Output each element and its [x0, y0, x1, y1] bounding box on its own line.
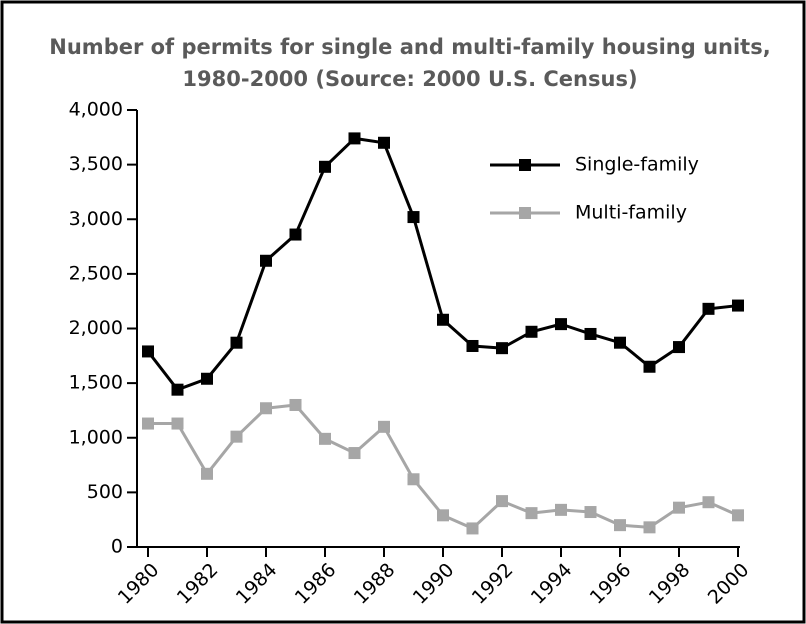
point [525, 507, 538, 520]
point [702, 496, 715, 509]
y-tick-label: 1,000 [69, 426, 123, 448]
point [171, 383, 184, 396]
y-tick-label: 2,000 [69, 317, 123, 339]
point [555, 318, 567, 331]
point [319, 160, 331, 173]
point [142, 417, 154, 430]
point [466, 522, 479, 535]
point [643, 521, 656, 534]
point [407, 473, 420, 486]
point [584, 506, 597, 519]
y-tick-label: 2,500 [69, 262, 123, 284]
point [673, 501, 685, 514]
point [466, 339, 479, 352]
chart-title: Number of permits for single and multi-f… [49, 35, 770, 59]
chart-subtitle: 1980-2000 (Source: 2000 U.S. Census) [182, 67, 637, 91]
point [555, 503, 567, 516]
point [732, 299, 744, 312]
point [496, 342, 508, 355]
point [732, 509, 744, 522]
point [319, 432, 331, 445]
point [437, 313, 449, 326]
point [260, 254, 272, 267]
point [407, 211, 420, 224]
point [348, 132, 361, 145]
point [230, 430, 243, 443]
point [171, 417, 184, 430]
y-tick-label: 0 [111, 536, 123, 558]
point [496, 495, 508, 508]
point [289, 398, 302, 411]
point [673, 341, 685, 354]
point [378, 420, 390, 433]
point [230, 336, 243, 349]
point [584, 327, 597, 340]
point [289, 228, 302, 241]
point [348, 447, 361, 460]
legend-marker [519, 159, 531, 171]
legend-label: Multi-family [575, 202, 687, 224]
y-tick-label: 1,500 [69, 372, 123, 394]
point [614, 519, 626, 532]
legend-marker [519, 207, 531, 219]
y-tick-label: 3,500 [69, 153, 123, 175]
y-tick-label: 500 [87, 481, 123, 503]
point [614, 336, 626, 349]
point [702, 302, 715, 315]
point [437, 509, 449, 522]
point [260, 402, 272, 415]
point [378, 136, 390, 149]
y-tick-label: 3,000 [69, 208, 123, 230]
y-tick-label: 4,000 [69, 99, 123, 121]
point [201, 372, 213, 385]
point [201, 467, 213, 480]
point [142, 345, 154, 358]
point [525, 325, 538, 338]
point [643, 360, 656, 373]
legend-label: Single-family [575, 154, 699, 176]
